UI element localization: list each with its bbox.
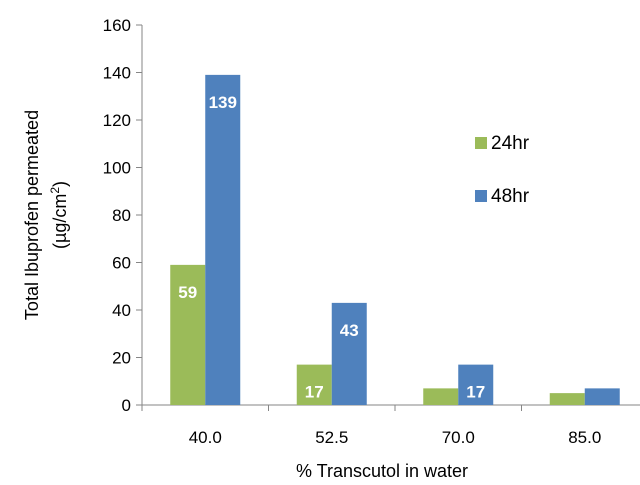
bar-48hr-52.5	[331, 302, 367, 405]
x-tick-label: 70.0	[442, 428, 475, 447]
x-tick-label: 40.0	[189, 428, 222, 447]
bar-48hr-70.0	[458, 364, 494, 405]
legend-label-24hr: 24hr	[491, 133, 530, 154]
bar-24hr-40.0	[170, 264, 206, 405]
bar-24hr-70.0	[423, 388, 459, 405]
y-tick-label: 0	[122, 396, 131, 415]
y-axis-title-sup: 2	[48, 187, 62, 194]
data-label-24hr-52.5: 17	[305, 383, 324, 402]
y-tick-label: 160	[103, 16, 131, 35]
y-tick-label: 20	[112, 349, 131, 368]
x-tick-label: 52.5	[315, 428, 348, 447]
data-labels: 59 17 139 43 17	[178, 93, 485, 402]
data-label-48hr-40.0: 139	[209, 93, 237, 112]
y-axis-title-prefix: (µg/cm	[50, 194, 70, 249]
y-axis-title-line2: (µg/cm2)	[48, 181, 70, 249]
y-tick-label: 140	[103, 64, 131, 83]
bar-48hr-40.0	[205, 74, 241, 405]
y-tick-label: 60	[112, 254, 131, 273]
y-axis: 0 20 40 60 80 100 120 140 160	[103, 16, 143, 415]
y-axis-title-line1: Total Ibuprofen permeated	[22, 110, 42, 320]
x-tick-label: 85.0	[568, 428, 601, 447]
legend: 24hr 48hr	[475, 133, 530, 207]
y-axis-title: Total Ibuprofen permeated (µg/cm2)	[22, 110, 70, 320]
y-tick-label: 80	[112, 206, 131, 225]
bars	[170, 74, 620, 405]
data-label-48hr-52.5: 43	[340, 321, 359, 340]
data-label-24hr-40.0: 59	[178, 283, 197, 302]
y-tick-label: 100	[103, 159, 131, 178]
legend-label-48hr: 48hr	[491, 186, 530, 207]
legend-swatch-24hr	[475, 137, 487, 149]
x-axis: 40.0 52.5 70.0 85.0	[141, 404, 640, 447]
bar-48hr-85.0	[584, 388, 620, 405]
legend-swatch-48hr	[475, 190, 487, 202]
bar-24hr-85.0	[549, 393, 585, 405]
bar-24hr-52.5	[296, 364, 332, 405]
y-tick-label: 120	[103, 111, 131, 130]
y-tick-label: 40	[112, 301, 131, 320]
data-label-48hr-70.0: 17	[466, 383, 485, 402]
x-axis-title: % Transcutol in water	[296, 461, 468, 481]
y-axis-title-suffix: )	[50, 181, 70, 187]
